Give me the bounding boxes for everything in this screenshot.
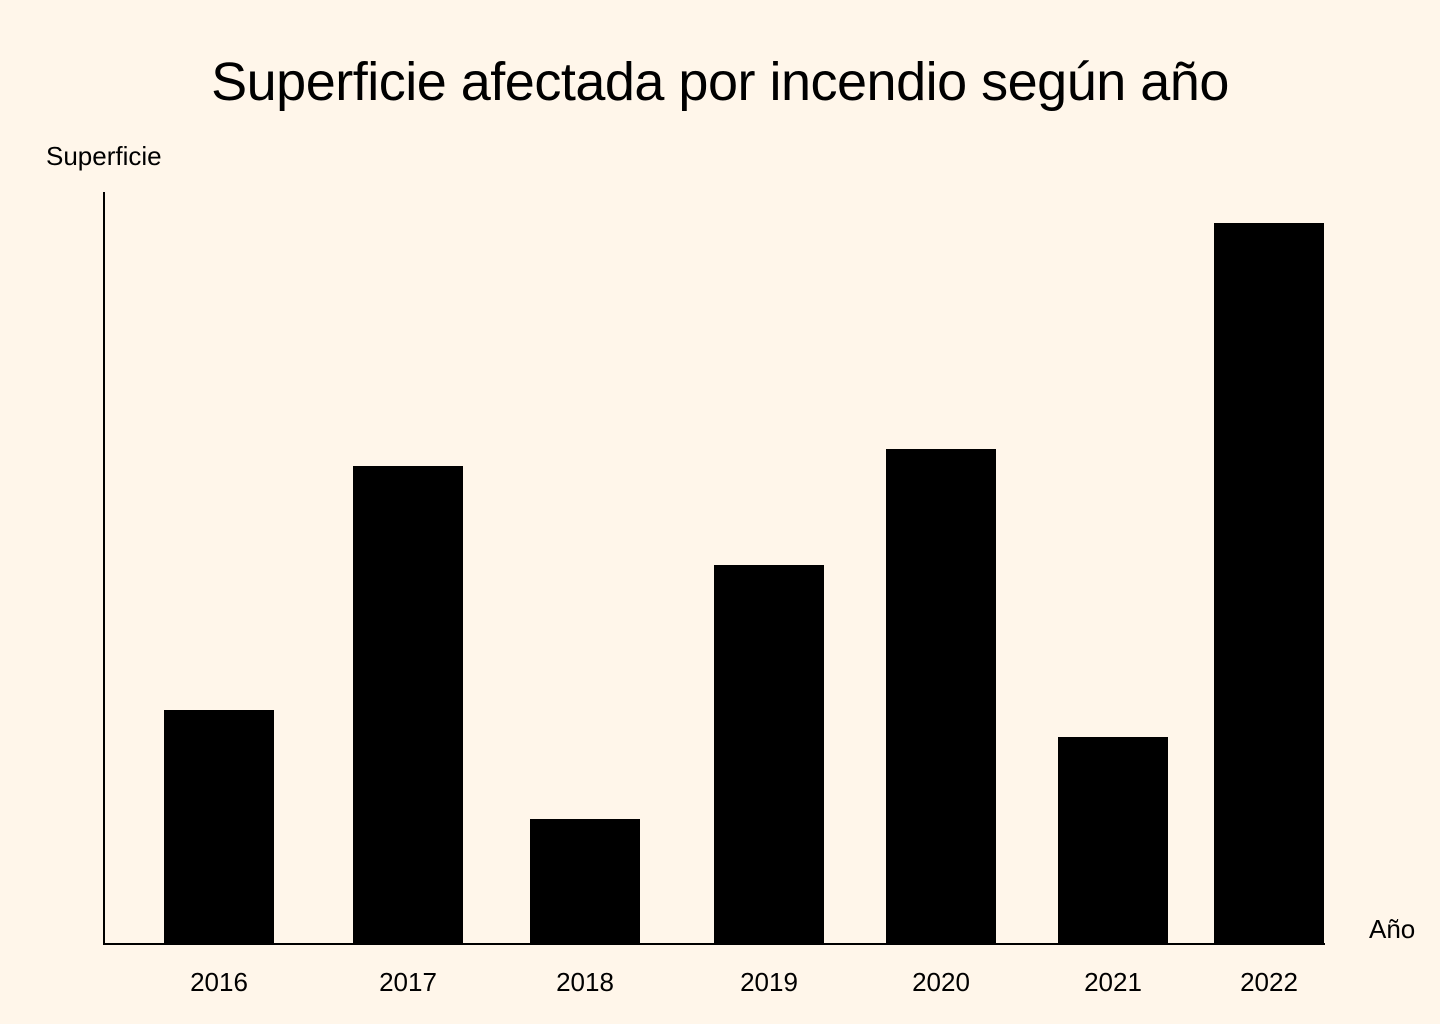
bar-2016 [164,710,274,944]
axes-group [103,192,1325,945]
x-tick-label-2017: 2017 [379,967,437,997]
bar-2017 [353,466,463,944]
x-tick-label-2018: 2018 [556,967,614,997]
bar-2022 [1214,223,1324,944]
x-tick-label-2022: 2022 [1240,967,1298,997]
x-tick-labels: 2016 2017 2018 2019 2020 2021 2022 [190,967,1298,997]
bar-2021 [1058,737,1168,944]
bar-2018 [530,819,640,944]
x-axis-label: Año [1369,914,1416,944]
x-tick-label-2021: 2021 [1084,967,1142,997]
x-tick-label-2016: 2016 [190,967,248,997]
bar-2020 [886,449,996,944]
x-tick-label-2019: 2019 [740,967,798,997]
bar-2019 [714,565,824,944]
bars-group [164,223,1324,944]
chart-title: Superficie afectada por incendio según a… [211,52,1229,112]
x-tick-label-2020: 2020 [912,967,970,997]
y-axis-label: Superficie [46,141,162,171]
